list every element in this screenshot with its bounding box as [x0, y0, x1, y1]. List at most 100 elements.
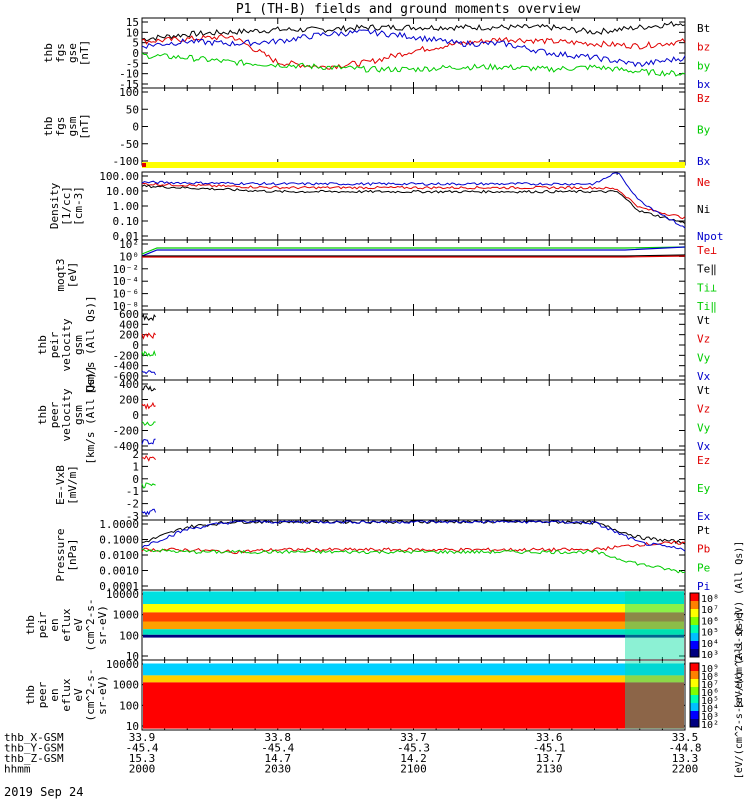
series-Ni — [141, 184, 686, 224]
y-tick-label: 0.1000 — [99, 534, 139, 547]
ylabel-line: en — [48, 688, 61, 701]
series-Npot — [141, 172, 686, 229]
legend-Vy: Vy — [697, 421, 711, 434]
y-tick-label: -400 — [113, 360, 140, 373]
xaxis-value: 2100 — [400, 763, 427, 776]
legend-Pt: Pt — [697, 524, 710, 537]
legend-Ey: Ey — [697, 482, 711, 495]
spectrogram-band — [143, 682, 684, 729]
xaxis-value: 14.2 — [400, 752, 427, 765]
y-tick-label: -10 — [119, 68, 139, 81]
velocity-segment — [141, 438, 156, 445]
velocity-segment — [141, 313, 156, 322]
date-label: 2019 Sep 24 — [4, 785, 83, 799]
temperature-curve — [142, 254, 686, 257]
xaxis-value: -45.3 — [397, 742, 430, 755]
y-tick-label: -5 — [126, 57, 139, 70]
y-tick-label: 100 — [119, 86, 139, 99]
series-Pe — [141, 548, 686, 574]
xaxis-value: 33.9 — [129, 731, 156, 744]
series-Ne — [141, 182, 686, 220]
y-tick-label: 100 — [119, 629, 139, 642]
ylabel-line: thb — [42, 43, 55, 63]
y-tick-label: 1000 — [113, 679, 140, 692]
panel-ylabel: thb peir en eflux eV (cm^2-s-sr-eV) — [24, 599, 109, 652]
ylabel-line: [1/cc] — [60, 186, 73, 226]
panel-density: 100.00 10.00 1.00 0.10 0.01 Density [1/cc] [cm-… — [48, 170, 724, 243]
panel-fgs-gsm: 100 50 0 -50 -100 thb fgs gsm [nT] Bz By Bx — [42, 86, 711, 168]
colorbar-tick: 10⁸ — [701, 594, 719, 605]
y-tick-label: 10 — [126, 26, 139, 39]
ylabel-line: thb — [42, 117, 55, 137]
y-tick-label: 2 — [132, 448, 139, 461]
colorbar-band — [690, 679, 699, 688]
y-tick-label: 1.00 — [113, 200, 140, 213]
colorbar-band — [690, 625, 699, 634]
peir-velocity-lines — [141, 313, 157, 376]
y-tick-label: 10000 — [106, 588, 139, 601]
spectrogram-band — [143, 591, 684, 604]
panel-ylabel: thb peer en eflux eV (cm^2-s-sr-eV) — [24, 669, 109, 722]
legend-Vz: Vz — [697, 403, 710, 416]
ylabel-line: thb — [36, 405, 49, 425]
y-tick-label: -50 — [119, 138, 139, 151]
y-tick-label: 15 — [126, 16, 139, 29]
legend-Vx: Vx — [697, 370, 711, 383]
legend-Ez: Ez — [697, 454, 710, 467]
temperature-curve — [141, 246, 686, 257]
ylabel-line: peir — [36, 611, 49, 638]
y-tick-label: 0.01 — [113, 230, 140, 243]
y-tick-label: 0.0100 — [99, 549, 139, 562]
xaxis-value: 13.7 — [536, 752, 563, 765]
colorbar-tick: 10⁷ — [701, 680, 719, 691]
xaxis-value: -45.1 — [533, 742, 566, 755]
temperature-lines — [141, 246, 686, 258]
flag-bar — [142, 162, 685, 168]
xaxis-value: 33.6 — [536, 731, 563, 744]
legend-Npot: Npot — [697, 230, 724, 243]
y-tick-label: 10² — [119, 238, 139, 251]
colorbar-frame — [689, 592, 700, 658]
xaxis-value: 2130 — [536, 763, 563, 776]
ylabel-line: eV — [72, 618, 85, 632]
panel-efield: 210-1-2-3 E=-VxB [mV/m] Ez Ey Ex — [54, 448, 711, 523]
ylabel-line: Pressure — [54, 529, 67, 582]
y-tick-label: 10 — [126, 720, 139, 733]
legend-Bt: Bt — [697, 22, 710, 35]
colorbar-frame — [689, 662, 700, 728]
colorbar-band — [690, 663, 699, 672]
b-gse-lines — [141, 20, 686, 77]
spectrogram-late-region — [625, 591, 684, 659]
ylabel-line: gse — [66, 43, 79, 63]
y-tick-label: 10.00 — [106, 185, 139, 198]
y-tick-label: 1.0000 — [99, 518, 139, 531]
panel-frame — [141, 309, 686, 381]
temperature-curve — [142, 255, 686, 258]
x-axis-ephemeris: thb_X-GSM 33.9 33.8 33.7 33.6 33.5 thb_Y-GSM -4… — [4, 731, 702, 776]
legend-Bx: Bx — [697, 155, 711, 168]
xaxis-value: -45.4 — [261, 742, 294, 755]
ylabel-line: peir — [48, 331, 61, 358]
y-tick-label: 200 — [119, 394, 139, 407]
series-Pt — [141, 520, 686, 545]
legend-by: by — [697, 59, 711, 72]
series-bx — [141, 28, 686, 68]
legend-Te‖: Te‖ — [697, 263, 717, 276]
velocity-segment — [141, 332, 156, 340]
density-lines — [141, 172, 686, 229]
xaxis-value: 2000 — [129, 763, 156, 776]
xaxis-value: 2030 — [265, 763, 292, 776]
y-tick-label: 1 — [132, 460, 139, 473]
panel-frame — [141, 87, 686, 166]
panel-frame — [141, 449, 686, 521]
ylabel-line: (cm^2-s- — [84, 669, 97, 722]
ylabel-line: thb — [24, 615, 37, 635]
velocity-segment — [141, 421, 156, 427]
xaxis-value: 33.8 — [265, 731, 292, 744]
colorbar-tick: 10³ — [701, 712, 719, 723]
xaxis-value: 14.7 — [265, 752, 292, 765]
xaxis-value: 13.3 — [672, 752, 699, 765]
y-tick-label: 0 — [132, 473, 139, 486]
